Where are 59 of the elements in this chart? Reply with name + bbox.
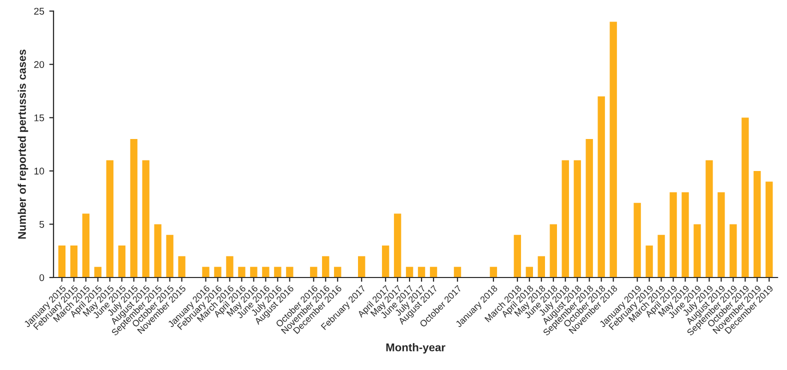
bar [586,138,593,278]
x-axis-title: Month-year [386,343,446,354]
bar [322,256,330,278]
bar [382,246,390,278]
bar [214,266,222,278]
bar [766,182,773,278]
bar [514,234,522,278]
bar [262,266,270,278]
bar [574,160,581,278]
bar [166,234,174,278]
bar [682,192,689,278]
bar [154,224,162,278]
bar [286,266,294,278]
y-tick-label: 0 [39,274,44,282]
bar [310,266,318,278]
bar [70,246,78,278]
bar [118,246,126,278]
y-axis-title: Number of reported pertussis cases [18,50,28,239]
bar [274,266,282,278]
bar [538,256,545,278]
bar [598,96,605,278]
bar [202,266,210,278]
bar [706,160,713,278]
bar [646,246,653,278]
bar [418,266,426,278]
bar [634,202,641,278]
bar [670,192,677,278]
bar [550,224,557,278]
bar [454,266,462,278]
y-tick-label: 20 [34,61,44,68]
bar [694,224,701,278]
bar [334,266,342,278]
bar [394,214,402,278]
bar [430,266,438,278]
bar [82,214,90,278]
bar [94,266,102,278]
bar [526,266,534,278]
bar [130,138,138,278]
bar [358,256,366,278]
bar [490,266,498,278]
bar [106,160,114,278]
bar [58,246,66,278]
bar [730,224,737,278]
bar [226,256,234,278]
bar [178,256,186,278]
bar [718,192,725,278]
y-tick-label: 10 [34,168,44,175]
bar [250,266,258,278]
bar [406,266,414,278]
bar [754,170,761,278]
y-tick-label: 25 [34,8,44,15]
y-tick-label: 15 [34,114,44,122]
bar [610,22,617,278]
bar [142,160,150,278]
y-tick-label: 5 [39,221,44,228]
bar [238,266,246,278]
bar [742,118,749,278]
bar [562,160,569,278]
bar [658,234,665,278]
